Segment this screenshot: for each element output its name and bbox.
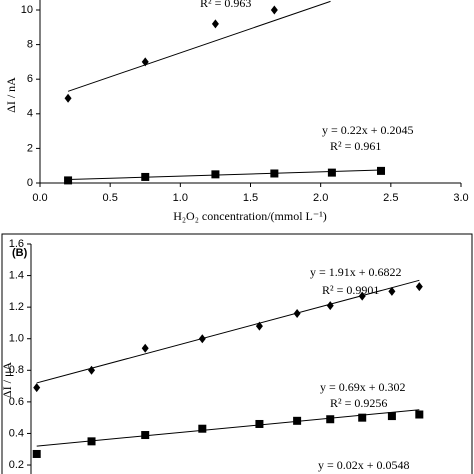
marker-diamond bbox=[358, 291, 366, 301]
y-tick-label: 0.8 bbox=[9, 364, 24, 376]
x-tick-label: 1.0 bbox=[173, 192, 188, 204]
marker-square bbox=[211, 170, 220, 179]
y-tick-label: 1.2 bbox=[9, 301, 24, 313]
annotation: R² = 0.9256 bbox=[330, 396, 387, 410]
annotation: R² = 0.9901 bbox=[322, 283, 379, 297]
y-tick-label: 1.0 bbox=[9, 333, 24, 345]
marker-diamond bbox=[211, 19, 219, 29]
annotation: R² = 0.961 bbox=[330, 139, 381, 153]
x-tick-label: 0.0 bbox=[32, 192, 47, 204]
y-tick-label: 8 bbox=[27, 39, 33, 51]
marker-square bbox=[270, 169, 279, 178]
marker-square bbox=[87, 437, 96, 446]
x-tick-label: 2.5 bbox=[383, 192, 398, 204]
marker-square bbox=[141, 431, 150, 440]
marker-diamond bbox=[88, 365, 96, 375]
marker-diamond bbox=[33, 383, 41, 393]
trendline bbox=[36, 409, 420, 447]
x-tick-label: 0.5 bbox=[103, 192, 118, 204]
y-axis-label: ΔI / nA bbox=[4, 77, 18, 113]
y-axis-label: ΔI / μA bbox=[0, 362, 14, 398]
panel-frame bbox=[1, 233, 473, 474]
y-tick-label: 0.6 bbox=[9, 396, 24, 408]
trendline bbox=[67, 0, 331, 92]
annotation: y = 1.91x + 0.6822 bbox=[310, 265, 402, 279]
marker-diamond bbox=[198, 334, 206, 344]
annotation: y = 0.02x + 0.0548 bbox=[318, 458, 410, 472]
marker-square bbox=[255, 419, 264, 428]
panel-label: (B) bbox=[12, 247, 28, 259]
marker-diamond bbox=[64, 93, 72, 103]
marker-diamond bbox=[293, 308, 301, 318]
y-tick-label: 4 bbox=[27, 108, 33, 120]
marker-diamond bbox=[326, 301, 334, 311]
annotation: R² = 0.963 bbox=[200, 0, 251, 10]
marker-square bbox=[358, 413, 367, 422]
marker-square bbox=[198, 424, 207, 433]
marker-square bbox=[326, 415, 335, 424]
marker-square bbox=[64, 176, 73, 185]
marker-square bbox=[387, 412, 396, 421]
y-tick-label: 1.4 bbox=[9, 269, 24, 281]
marker-square bbox=[415, 410, 424, 419]
marker-square bbox=[293, 416, 302, 425]
y-tick-label: 0.2 bbox=[9, 459, 24, 471]
marker-diamond bbox=[388, 286, 396, 296]
y-tick-label: 1.6 bbox=[9, 238, 24, 250]
y-tick-label: 0 bbox=[27, 177, 33, 189]
trendline bbox=[36, 279, 420, 384]
marker-diamond bbox=[141, 343, 149, 353]
marker-diamond bbox=[255, 321, 263, 331]
marker-square bbox=[377, 166, 386, 175]
y-tick-label: 10 bbox=[21, 4, 33, 16]
annotation: y = 0.69x + 0.302 bbox=[320, 380, 406, 394]
x-tick-label: 3.0 bbox=[453, 192, 468, 204]
marker-square bbox=[327, 168, 336, 177]
marker-diamond bbox=[141, 57, 149, 67]
marker-square bbox=[141, 172, 150, 181]
marker-square bbox=[32, 449, 41, 458]
x-axis-label: H₂O₂ concentration/(mmol L⁻¹) bbox=[173, 209, 327, 223]
y-tick-label: 6 bbox=[27, 73, 33, 85]
y-tick-label: 0.4 bbox=[9, 427, 24, 439]
y-tick-label: 2 bbox=[27, 142, 33, 154]
annotation: y = 0.22x + 0.2045 bbox=[322, 123, 414, 137]
marker-diamond bbox=[415, 282, 423, 292]
x-tick-label: 1.5 bbox=[243, 192, 258, 204]
x-tick-label: 2.0 bbox=[313, 192, 328, 204]
marker-diamond bbox=[270, 5, 278, 15]
